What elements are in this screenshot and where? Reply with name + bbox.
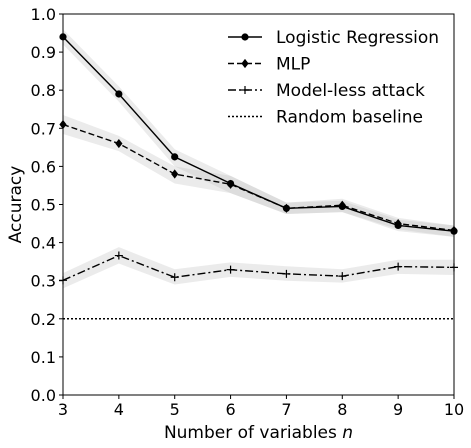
data-point-2-3 bbox=[226, 265, 235, 274]
confidence-band-0 bbox=[63, 29, 454, 237]
confidence-bands bbox=[63, 29, 454, 289]
y-tick-label: 0.6 bbox=[31, 157, 56, 176]
data-point-0-1 bbox=[115, 90, 123, 98]
legend-marker bbox=[241, 33, 249, 41]
x-tick-label: 5 bbox=[170, 400, 180, 419]
legend-item-1: MLP bbox=[228, 55, 310, 75]
x-tick-label: 4 bbox=[114, 400, 124, 419]
plot-frame bbox=[62, 13, 455, 396]
legend-label: MLP bbox=[276, 55, 310, 75]
data-point-2-1 bbox=[114, 251, 123, 260]
x-tick-label: 7 bbox=[281, 400, 291, 419]
legend-item-2: Model-less attack bbox=[228, 81, 425, 101]
y-tick-label: 0.7 bbox=[31, 119, 56, 138]
y-tick-label: 0.9 bbox=[31, 43, 56, 62]
legend-label: Random baseline bbox=[276, 108, 423, 128]
data-point-1-6 bbox=[394, 218, 402, 229]
legend-label: Model-less attack bbox=[276, 81, 425, 101]
series-markers bbox=[59, 33, 458, 285]
series-line-1 bbox=[62, 123, 455, 232]
data-point-1-4 bbox=[282, 203, 291, 213]
data-point-1-3 bbox=[226, 179, 235, 189]
data-point-2-6 bbox=[394, 262, 403, 271]
x-axis-label: Number of variables n bbox=[164, 423, 353, 443]
legend: Logistic Regression MLP Model-less attack R… bbox=[228, 28, 439, 128]
data-point-2-5 bbox=[338, 272, 347, 281]
y-tick-label: 0.5 bbox=[31, 196, 56, 215]
x-tick-label: 9 bbox=[393, 400, 403, 419]
data-point-1-2 bbox=[171, 169, 179, 179]
legend-marker bbox=[241, 58, 249, 69]
series-line-2 bbox=[62, 254, 455, 281]
data-point-2-4 bbox=[282, 269, 291, 278]
y-tick-label: 0.4 bbox=[31, 234, 56, 253]
series-lines bbox=[62, 36, 455, 320]
data-point-1-5 bbox=[338, 200, 346, 210]
legend-marker bbox=[241, 86, 249, 94]
x-axis-ticks: 3 4 5 6 7 8 9 10 bbox=[58, 395, 464, 419]
x-tick-label: 8 bbox=[337, 400, 347, 419]
data-point-2-2 bbox=[170, 273, 179, 282]
y-axis-ticks: 0.0 0.1 0.2 0.3 0.4 0.5 0.6 0.7 0.8 0.9 1.0 bbox=[31, 5, 63, 405]
y-tick-label: 0.8 bbox=[31, 81, 56, 100]
y-tick-label: 0.2 bbox=[31, 310, 56, 329]
legend-label: Logistic Regression bbox=[276, 28, 439, 48]
confidence-band-1 bbox=[63, 114, 454, 237]
legend-item-3: Random baseline bbox=[228, 108, 423, 128]
y-tick-label: 0.0 bbox=[31, 386, 56, 405]
y-tick-label: 0.1 bbox=[31, 348, 56, 367]
y-axis-label: Accuracy bbox=[6, 166, 26, 244]
legend-item-0: Logistic Regression bbox=[228, 28, 439, 48]
x-tick-label: 3 bbox=[58, 400, 68, 419]
y-tick-label: 0.3 bbox=[31, 272, 56, 291]
x-tick-label: 10 bbox=[444, 400, 464, 419]
y-tick-label: 1.0 bbox=[31, 5, 56, 24]
x-tick-label: 6 bbox=[225, 400, 235, 419]
data-point-0-2 bbox=[171, 153, 179, 161]
data-point-1-1 bbox=[115, 138, 123, 149]
confidence-band-2 bbox=[63, 247, 454, 289]
